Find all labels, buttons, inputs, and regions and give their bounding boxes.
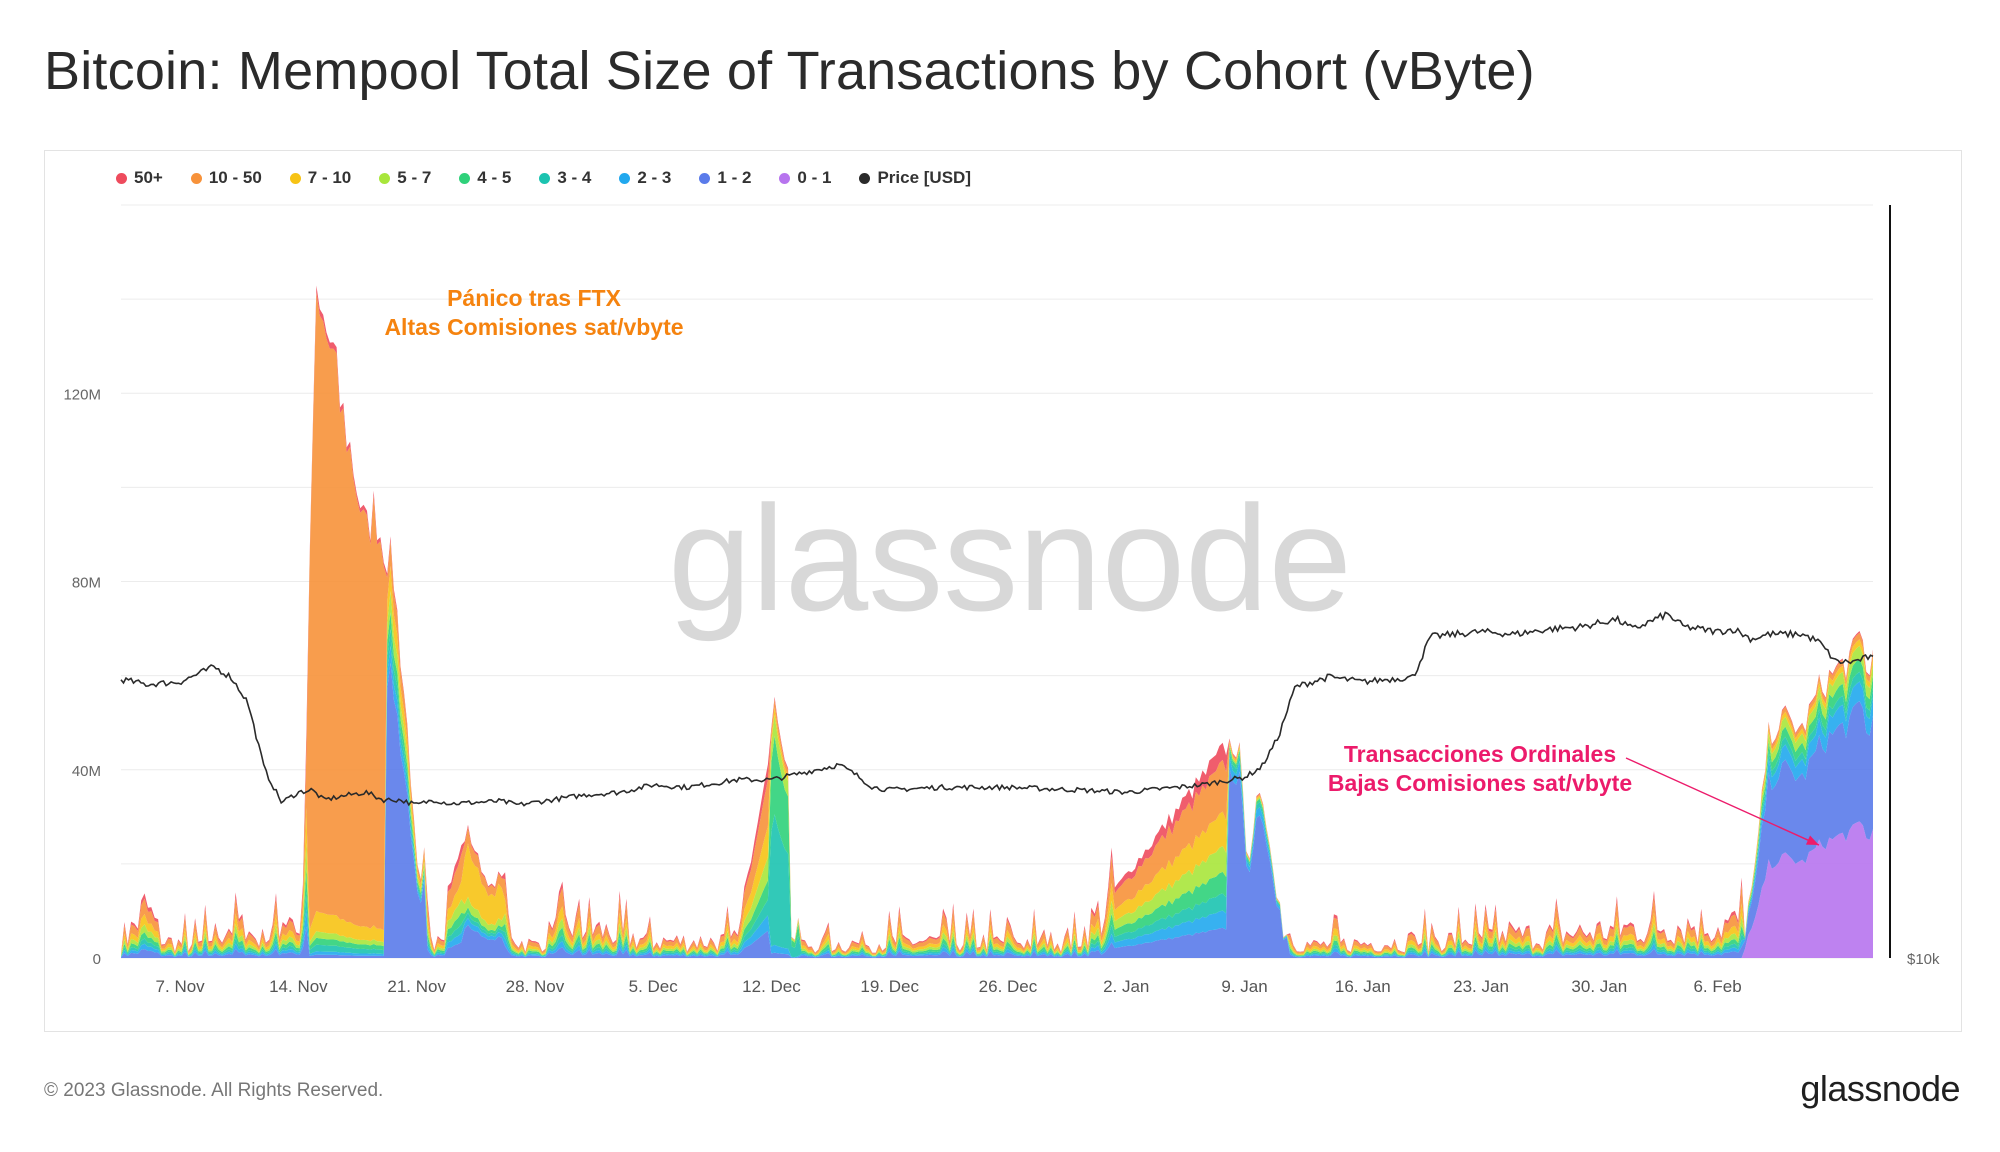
legend-dot-icon	[116, 172, 127, 184]
footer-brand-logo: glassnode	[1800, 1068, 1960, 1109]
legend-item[interactable]: 2 - 3	[619, 168, 671, 188]
x-tick-label: 2. Jan	[1103, 977, 1149, 996]
legend-item[interactable]: 1 - 2	[699, 168, 751, 188]
legend-dot-icon	[289, 172, 301, 184]
legend-label: 50+	[134, 168, 163, 187]
chart-legend: 50+ 10 - 50 7 - 10 5 - 7 4 - 5 3 - 4 2 - 3 1 - …	[116, 166, 971, 190]
legend-item[interactable]: 50+	[116, 168, 163, 188]
right-axis-label: $10k	[1907, 951, 1940, 968]
x-tick-label: 9. Jan	[1221, 977, 1267, 996]
page-title: Bitcoin: Mempool Total Size of Transacti…	[44, 41, 1535, 101]
x-tick-label: 23. Jan	[1453, 977, 1509, 996]
legend-label: 7 - 10	[307, 168, 352, 187]
legend-label: Price [USD]	[877, 168, 971, 187]
price-series	[120, 611, 1874, 807]
legend-dot-icon	[379, 172, 391, 184]
legend-label: 10 - 50	[208, 168, 262, 187]
legend-label: 2 - 3	[637, 168, 672, 187]
x-tick-label: 6. Feb	[1693, 977, 1741, 996]
y-tick-label: 120M	[63, 386, 101, 403]
legend-item[interactable]: 10 - 50	[190, 168, 262, 188]
legend-label: 5 - 7	[397, 168, 432, 187]
legend-dot-icon	[539, 172, 551, 184]
legend-item[interactable]: Price [USD]	[859, 168, 971, 188]
annotation-ftx-text: Pánico tras FTX	[447, 285, 621, 311]
x-tick-label: 14. Nov	[269, 977, 328, 996]
legend-label: 0 - 1	[797, 168, 832, 187]
axes: 0 40M 80M 120M 7. Nov 14. Nov 21. Nov 28. Nov 5.…	[63, 205, 1940, 996]
legend-dot-icon	[190, 172, 202, 184]
legend-item[interactable]: 0 - 1	[779, 168, 831, 188]
annotation-arrow-head-icon	[1805, 835, 1819, 846]
x-tick-label: 21. Nov	[387, 977, 446, 996]
y-tick-label: 80M	[72, 575, 101, 592]
price-line	[120, 611, 1874, 807]
legend-label: 4 - 5	[477, 168, 512, 187]
legend-dot-icon	[699, 172, 711, 184]
annotation-ordinals-text: Bajas Comisiones sat/vbyte	[1328, 770, 1632, 796]
watermark-text: glassnode	[668, 474, 1352, 642]
legend-label: 3 - 4	[557, 168, 592, 187]
x-tick-label: 7. Nov	[156, 977, 206, 996]
legend-item[interactable]: 3 - 4	[539, 168, 591, 188]
annotation-arrow-line	[1625, 757, 1820, 846]
x-tick-label: 30. Jan	[1571, 977, 1627, 996]
x-tick-label: 26. Dec	[979, 977, 1038, 996]
legend-item[interactable]: 7 - 10	[289, 168, 352, 188]
legend-dot-icon	[779, 172, 791, 184]
footer-copyright: © 2023 Glassnode. All Rights Reserved.	[44, 1080, 384, 1101]
legend-label: 1 - 2	[717, 168, 752, 187]
legend-dot-icon	[859, 172, 871, 184]
annotation-ftx-text: Altas Comisiones sat/vbyte	[384, 314, 683, 340]
x-tick-label: 19. Dec	[860, 977, 919, 996]
annotations: Pánico tras FTX Altas Comisiones sat/vbyt…	[384, 285, 1820, 846]
legend-dot-icon	[459, 172, 471, 184]
legend-dot-icon	[619, 172, 631, 184]
x-tick-label: 12. Dec	[742, 977, 801, 996]
x-tick-label: 5. Dec	[629, 977, 679, 996]
y-tick-label: 0	[93, 951, 101, 968]
x-tick-label: 16. Jan	[1335, 977, 1391, 996]
y-tick-label: 40M	[72, 763, 101, 780]
annotation-ordinals-text: Transacciones Ordinales	[1344, 741, 1616, 767]
legend-item[interactable]: 4 - 5	[459, 168, 511, 188]
x-tick-label: 28. Nov	[506, 977, 565, 996]
legend-item[interactable]: 5 - 7	[379, 168, 431, 188]
